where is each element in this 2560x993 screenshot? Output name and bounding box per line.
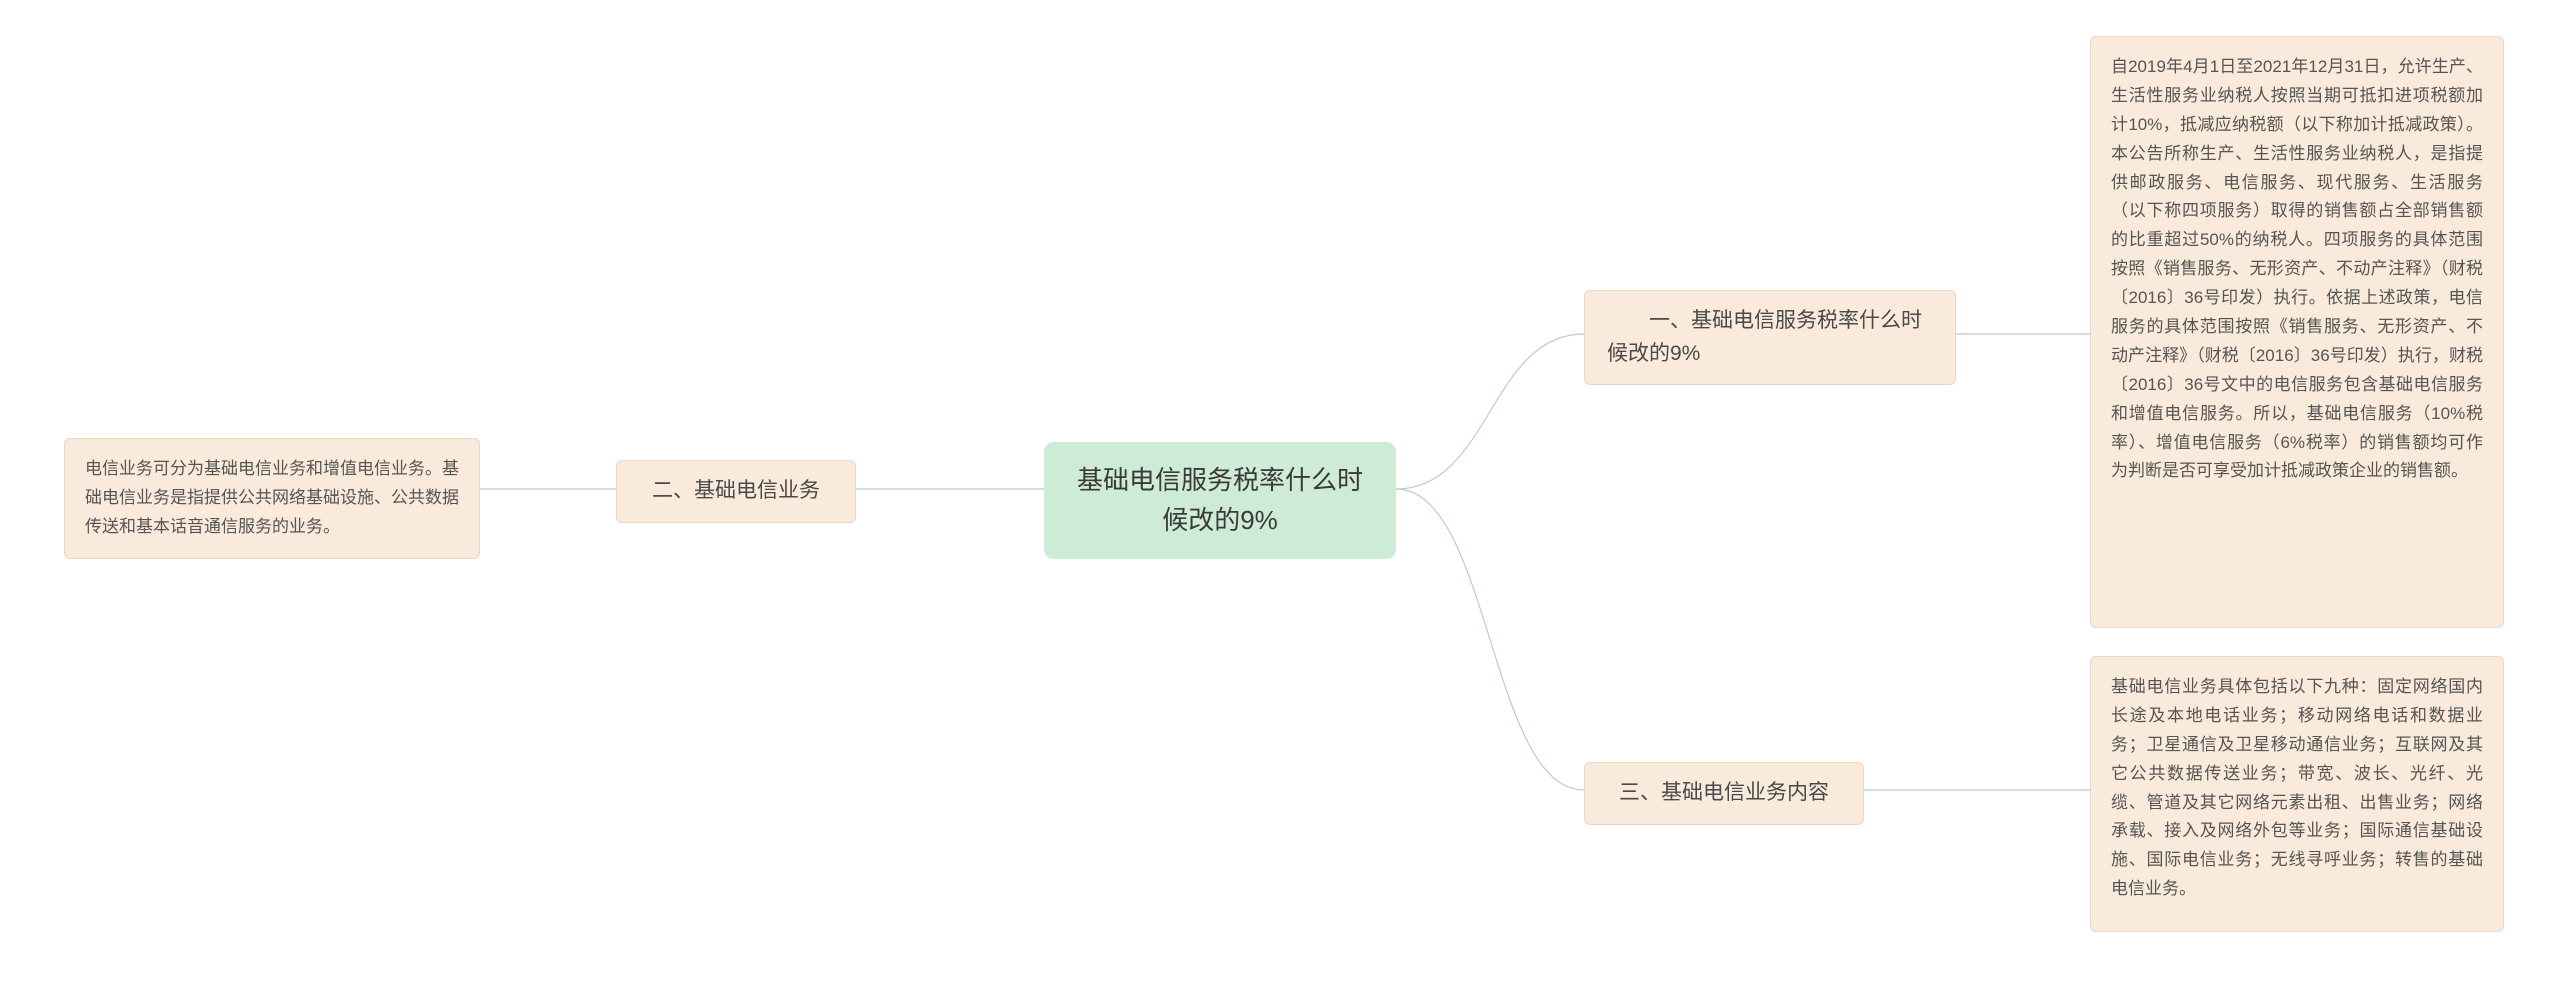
leaf-node-1: 自2019年4月1日至2021年12月31日，允许生产、生活性服务业纳税人按照当… [2090,36,2504,628]
connector-path [1396,489,1584,790]
branch-node-3[interactable]: 三、基础电信业务内容 [1584,762,1864,825]
mindmap-canvas: 基础电信服务税率什么时候改的9% 一、基础电信服务税率什么时候改的9% 自201… [0,0,2560,993]
branch-node-1[interactable]: 一、基础电信服务税率什么时候改的9% [1584,290,1956,385]
connector-path [1396,334,1584,489]
leaf-node-3: 基础电信业务具体包括以下九种：固定网络国内长途及本地电话业务；移动网络电话和数据… [2090,656,2504,932]
leaf-node-2: 电信业务可分为基础电信业务和增值电信业务。基础电信业务是指提供公共网络基础设施、… [64,438,480,559]
root-node[interactable]: 基础电信服务税率什么时候改的9% [1044,442,1396,559]
branch-node-2[interactable]: 二、基础电信业务 [616,460,856,523]
